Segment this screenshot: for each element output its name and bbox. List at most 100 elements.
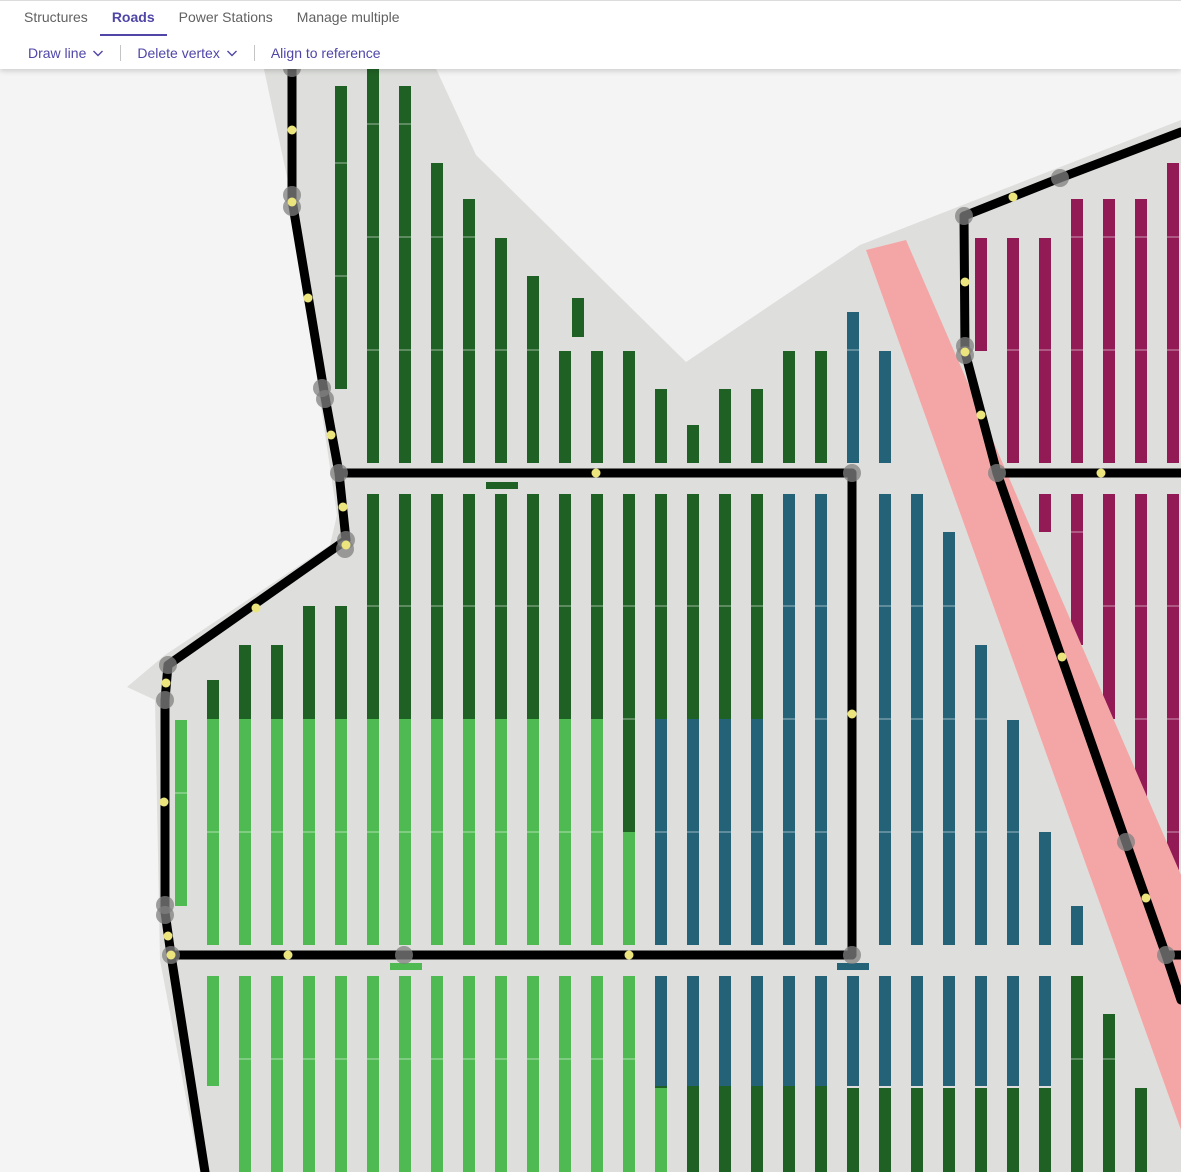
solar-table[interactable] xyxy=(719,389,731,463)
solar-table[interactable] xyxy=(975,238,987,351)
solar-table[interactable] xyxy=(271,976,283,1172)
solar-table[interactable] xyxy=(815,351,827,463)
solar-table[interactable] xyxy=(879,1088,891,1172)
road-vertex-handle[interactable] xyxy=(955,207,973,225)
solar-table[interactable] xyxy=(975,976,987,1086)
tab-roads[interactable]: Roads xyxy=(99,1,167,36)
road-vertex-handle[interactable] xyxy=(843,946,861,964)
solar-table[interactable] xyxy=(687,425,699,463)
road-vertex-handle[interactable] xyxy=(988,464,1006,482)
solar-table[interactable] xyxy=(1135,494,1147,832)
road-vertex-handle[interactable] xyxy=(283,198,301,216)
align-to-reference-button[interactable]: Align to reference xyxy=(259,45,393,61)
solar-table[interactable] xyxy=(207,680,219,719)
solar-table[interactable] xyxy=(431,976,443,1172)
solar-table[interactable] xyxy=(367,976,379,1172)
solar-table[interactable] xyxy=(623,832,635,945)
road-midpoint-handle[interactable] xyxy=(1057,652,1067,662)
road-midpoint-handle[interactable] xyxy=(1141,893,1151,903)
solar-table[interactable] xyxy=(239,645,251,719)
solar-table[interactable] xyxy=(463,976,475,1172)
solar-table[interactable] xyxy=(687,1086,699,1172)
solar-table[interactable] xyxy=(1039,494,1051,532)
solar-table[interactable] xyxy=(527,976,539,1172)
road-midpoint-handle[interactable] xyxy=(159,797,169,807)
road-midpoint-handle[interactable] xyxy=(163,931,173,941)
solar-table[interactable] xyxy=(175,720,187,906)
road-midpoint-handle[interactable] xyxy=(251,603,261,613)
solar-table[interactable] xyxy=(271,645,283,719)
solar-table[interactable] xyxy=(1039,832,1051,945)
solar-table[interactable] xyxy=(390,963,422,970)
road-vertex-handle[interactable] xyxy=(843,464,861,482)
solar-table[interactable] xyxy=(655,1088,667,1172)
road-vertex-handle[interactable] xyxy=(159,656,177,674)
solar-table[interactable] xyxy=(847,976,859,1086)
road-midpoint-handle[interactable] xyxy=(847,709,857,719)
solar-table[interactable] xyxy=(1039,1088,1051,1172)
road-vertex-handle[interactable] xyxy=(1117,833,1135,851)
solar-table[interactable] xyxy=(623,351,635,463)
solar-table[interactable] xyxy=(847,312,859,463)
solar-table[interactable] xyxy=(1007,1088,1019,1172)
road-vertex-handle[interactable] xyxy=(1051,169,1069,187)
solar-table[interactable] xyxy=(207,976,219,1086)
solar-table[interactable] xyxy=(975,1088,987,1172)
solar-table[interactable] xyxy=(1103,1014,1115,1172)
solar-table[interactable] xyxy=(591,351,603,463)
solar-table[interactable] xyxy=(879,351,891,463)
solar-table[interactable] xyxy=(751,1086,763,1172)
road-midpoint-handle[interactable] xyxy=(326,430,336,440)
solar-table[interactable] xyxy=(975,645,987,945)
solar-table[interactable] xyxy=(572,298,584,337)
solar-table[interactable] xyxy=(687,976,699,1086)
solar-table[interactable] xyxy=(837,963,869,970)
solar-table[interactable] xyxy=(335,976,347,1172)
road-midpoint-handle[interactable] xyxy=(287,197,297,207)
solar-table[interactable] xyxy=(463,199,475,463)
road-midpoint-handle[interactable] xyxy=(166,950,176,960)
road-midpoint-handle[interactable] xyxy=(1096,468,1106,478)
solar-table[interactable] xyxy=(1071,494,1083,645)
solar-table[interactable] xyxy=(911,1088,923,1172)
road-midpoint-handle[interactable] xyxy=(976,410,986,420)
solar-table[interactable] xyxy=(879,976,891,1086)
solar-table[interactable] xyxy=(783,351,795,463)
solar-table[interactable] xyxy=(559,976,571,1172)
solar-table[interactable] xyxy=(1135,1088,1147,1172)
solar-table[interactable] xyxy=(1167,163,1179,463)
solar-table[interactable] xyxy=(527,276,539,463)
road-midpoint-handle[interactable] xyxy=(960,277,970,287)
road-vertex-handle[interactable] xyxy=(330,464,348,482)
solar-table[interactable] xyxy=(655,389,667,463)
tab-power-stations[interactable]: Power Stations xyxy=(178,9,273,25)
solar-table[interactable] xyxy=(911,976,923,1086)
road-midpoint-handle[interactable] xyxy=(1008,192,1018,202)
road-midpoint-handle[interactable] xyxy=(283,950,293,960)
solar-table[interactable] xyxy=(367,68,379,463)
solar-table[interactable] xyxy=(399,976,411,1172)
solar-table[interactable] xyxy=(1135,199,1147,463)
solar-table[interactable] xyxy=(1071,199,1083,463)
solar-table[interactable] xyxy=(335,86,347,389)
road-midpoint-handle[interactable] xyxy=(161,678,171,688)
solar-table[interactable] xyxy=(815,976,827,1086)
solar-table[interactable] xyxy=(847,1088,859,1172)
solar-table[interactable] xyxy=(943,1088,955,1172)
road-midpoint-handle[interactable] xyxy=(338,502,348,512)
solar-table[interactable] xyxy=(335,606,347,719)
solar-table[interactable] xyxy=(1007,976,1019,1086)
solar-table[interactable] xyxy=(815,1086,827,1172)
solar-table[interactable] xyxy=(486,482,518,489)
solar-table[interactable] xyxy=(559,351,571,463)
solar-table[interactable] xyxy=(303,976,315,1172)
solar-table[interactable] xyxy=(719,1086,731,1172)
solar-table[interactable] xyxy=(303,606,315,719)
road-vertex-handle[interactable] xyxy=(1157,946,1175,964)
road-vertex-handle[interactable] xyxy=(156,691,174,709)
road-midpoint-handle[interactable] xyxy=(303,293,313,303)
solar-table[interactable] xyxy=(399,86,411,463)
solar-table[interactable] xyxy=(783,976,795,1086)
solar-table[interactable] xyxy=(239,976,251,1172)
